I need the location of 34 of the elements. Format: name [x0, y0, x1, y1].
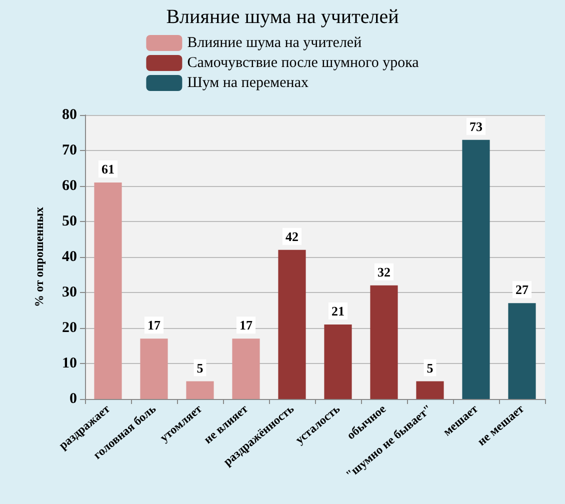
bar	[94, 182, 122, 399]
data-label: 5	[426, 360, 434, 376]
y-tick-label: 30	[62, 284, 77, 300]
bar	[232, 338, 260, 399]
data-label: 27	[516, 282, 529, 298]
y-tick-label: 70	[62, 142, 77, 158]
y-tick-label: 10	[62, 356, 77, 372]
data-label: 42	[286, 228, 298, 244]
bar	[508, 303, 536, 399]
chart-title: Влияние шума на учителей	[166, 6, 400, 28]
y-tick-label: 60	[62, 178, 77, 194]
bar	[370, 285, 398, 399]
bar	[462, 140, 490, 399]
data-label: 17	[240, 318, 253, 333]
legend-label: Влияние шума на учителей	[187, 35, 362, 51]
legend-label: Самочувствие после шумного урока	[187, 55, 420, 71]
y-tick-label: 80	[62, 107, 77, 123]
legend-label: Шум на переменах	[187, 75, 309, 91]
y-tick-label: 50	[62, 214, 77, 230]
y-tick-label: 0	[70, 391, 77, 407]
y-axis-title: % от опрошенных	[32, 207, 46, 307]
y-tick-label: 20	[62, 320, 77, 336]
bar	[278, 250, 306, 399]
bar	[324, 324, 352, 399]
data-label: 5	[196, 360, 204, 376]
data-label: 73	[470, 118, 483, 134]
bar	[416, 381, 444, 399]
data-label: 17	[148, 318, 161, 333]
bar	[140, 338, 168, 399]
y-tick-label: 40	[62, 249, 77, 265]
data-label: 61	[102, 161, 114, 176]
bar	[186, 381, 214, 399]
data-label: 21	[332, 303, 344, 318]
data-label: 32	[378, 264, 390, 280]
